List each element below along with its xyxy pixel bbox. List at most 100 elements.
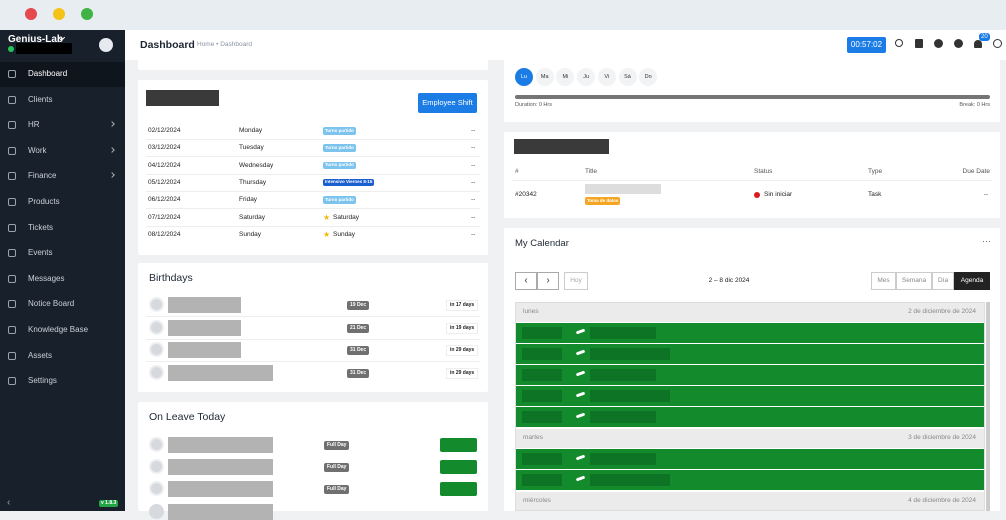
birthdays-card: Birthdays 19 Dec in 17 days 21 Dec in 19 da… — [138, 263, 488, 392]
shift-action[interactable]: -- — [471, 161, 476, 169]
more-menu[interactable]: ··· — [982, 236, 991, 246]
shift-action[interactable]: -- — [471, 178, 476, 186]
menu-icon — [8, 198, 16, 206]
menu-item[interactable]: Notice Board — [28, 299, 75, 309]
chevron — [109, 146, 115, 153]
brand[interactable]: Genius-Lab — [8, 34, 64, 45]
redacted-name — [168, 342, 241, 359]
weekday[interactable]: Do — [639, 68, 658, 86]
menu-item[interactable]: HR — [28, 120, 40, 130]
menu-icon — [8, 95, 16, 104]
shift-action[interactable]: -- — [471, 196, 476, 204]
menu-icon — [8, 172, 16, 181]
menu-item[interactable]: Knowledge Base — [28, 325, 89, 334]
plane-icon — [575, 349, 586, 356]
menu-icon — [8, 274, 16, 283]
redacted-event — [590, 327, 656, 339]
collapse[interactable]: ‹ — [7, 497, 11, 508]
menu-item[interactable]: Tickets — [28, 222, 54, 232]
menu-icon — [8, 326, 16, 334]
event-row[interactable] — [516, 470, 984, 490]
view-button[interactable]: Agenda — [954, 272, 990, 290]
shift-action[interactable]: -- — [471, 213, 476, 221]
leave-status[interactable] — [440, 460, 477, 474]
agenda-date: 4 de diciembre de 2024 — [908, 497, 976, 504]
menu-item[interactable]: Work — [28, 145, 47, 155]
event-row[interactable] — [516, 365, 984, 385]
column-header: Due Date — [962, 168, 990, 175]
employee-shift-button[interactable]: Employee Shift — [418, 93, 477, 113]
minimize-dot[interactable] — [53, 8, 65, 20]
agenda-day: miércoles — [523, 497, 551, 504]
weekday[interactable]: Ju — [577, 68, 596, 86]
shift-day: Sunday — [239, 230, 262, 238]
task-id[interactable]: #20342 — [515, 191, 537, 198]
shift-action[interactable]: -- — [471, 144, 476, 152]
menu-item[interactable]: Settings — [28, 376, 57, 386]
event-row[interactable] — [516, 407, 984, 427]
birthday-date: 31 Dec — [347, 346, 370, 356]
shift-date: 02/12/2024 — [148, 127, 181, 134]
power-icon[interactable] — [993, 39, 1002, 48]
prev-button[interactable]: ‹ — [515, 272, 537, 290]
leave-badge: Full Day — [324, 441, 350, 450]
view-button[interactable]: Día — [932, 272, 954, 290]
leave-status[interactable] — [440, 482, 477, 496]
row-divider — [146, 173, 480, 175]
break: Break: 0 Hrs — [959, 102, 990, 108]
birthday-date: 19 Dec — [347, 301, 370, 310]
agenda-date: 3 de diciembre de 2024 — [908, 434, 976, 441]
card-title: My Calendar — [515, 238, 569, 249]
shift-action[interactable]: -- — [471, 230, 476, 238]
status-dot — [754, 192, 760, 198]
shift-badge: Intensivo Viernes 8-15 — [323, 178, 375, 187]
menu-item[interactable]: Assets — [28, 350, 53, 360]
birthday-date: 21 Dec — [347, 323, 370, 333]
column-header: Type — [868, 168, 883, 175]
task-label: Toma de datos — [585, 197, 621, 205]
menu-item[interactable]: Clients — [28, 94, 53, 104]
event-row[interactable] — [516, 344, 984, 364]
bell-icon[interactable] — [974, 40, 982, 48]
menu-item[interactable]: Events — [28, 248, 53, 258]
menu-item[interactable]: Dashboard — [28, 69, 68, 78]
redacted-user — [16, 43, 72, 54]
close-dot[interactable] — [25, 8, 37, 20]
plane-icon — [575, 370, 586, 377]
clock-icon[interactable] — [934, 39, 943, 48]
maximize-dot[interactable] — [81, 8, 93, 20]
leave-status[interactable] — [440, 438, 477, 452]
search-icon[interactable] — [895, 39, 903, 47]
weekday[interactable]: Lu — [515, 68, 533, 86]
menu-item[interactable]: Products — [28, 197, 60, 206]
leave-badge: Full Day — [324, 485, 350, 494]
view-button[interactable]: Semana — [896, 272, 932, 290]
active-row — [0, 62, 125, 87]
weekday[interactable]: Vi — [597, 68, 616, 86]
weekday[interactable]: Ma — [535, 68, 554, 86]
page-title: Dashboard — [140, 39, 195, 51]
add-icon[interactable] — [954, 39, 963, 48]
avatar[interactable] — [99, 38, 113, 52]
row-divider — [146, 208, 480, 210]
menu-item[interactable]: Messages — [28, 273, 65, 283]
today-button[interactable]: Hoy — [564, 272, 588, 290]
weekday[interactable]: Mi — [556, 68, 575, 86]
timer[interactable]: 00:57:02 — [847, 37, 886, 53]
event-row[interactable] — [516, 323, 984, 343]
day-header — [516, 303, 984, 322]
event-row[interactable] — [516, 449, 984, 469]
view-button[interactable]: Mes — [871, 272, 896, 290]
menu-item[interactable]: Finance — [28, 171, 57, 181]
avatar — [149, 481, 164, 496]
redacted-title — [146, 90, 219, 106]
event-row[interactable] — [516, 386, 984, 406]
shift-action[interactable]: -- — [471, 127, 476, 134]
next-button[interactable]: › — [537, 272, 559, 290]
shift-badge: Turno partido — [323, 161, 356, 170]
attendance-card: Duration: 0 Hrs Break: 0 Hrs Lu Ma Mi Ju Vi S… — [504, 60, 1000, 122]
notes-icon[interactable] — [915, 39, 923, 48]
weekday[interactable]: Sá — [618, 68, 637, 86]
task-status: Sin iniciar — [764, 191, 793, 198]
shift-date: 05/12/2024 — [148, 178, 181, 186]
